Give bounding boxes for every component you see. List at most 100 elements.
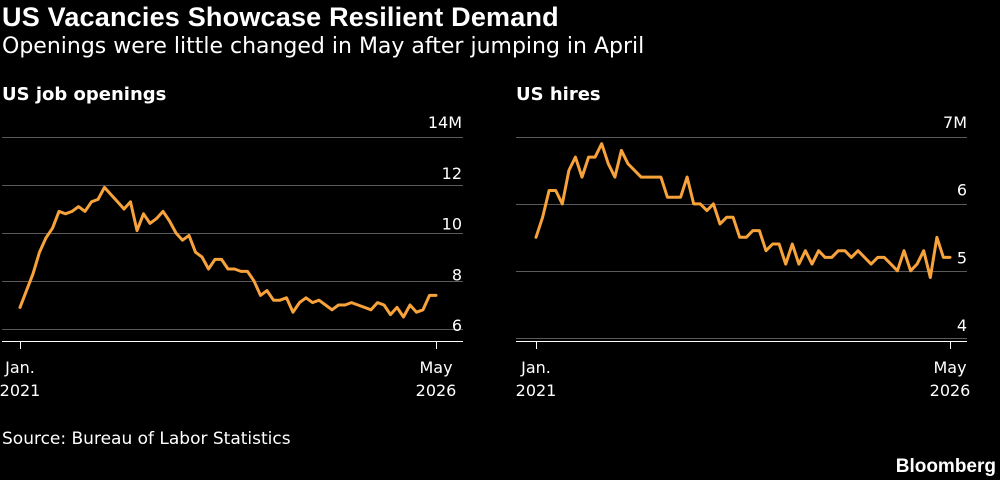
- y-tick-label: 6: [957, 181, 967, 200]
- data-point: [830, 256, 833, 259]
- data-point: [725, 216, 728, 219]
- x-tick-label: 2021: [516, 381, 557, 400]
- data-point: [778, 243, 780, 245]
- data-point: [535, 236, 537, 239]
- data-point: [162, 210, 164, 213]
- x-tick-label: May: [933, 358, 966, 377]
- data-point: [916, 263, 918, 265]
- data-point: [318, 299, 320, 302]
- data-point: [188, 234, 190, 237]
- data-point: [285, 297, 288, 299]
- data-point: [620, 149, 623, 152]
- bloomberg-logo: Bloomberg: [895, 456, 996, 477]
- data-point: [389, 313, 392, 316]
- data-point: [752, 229, 754, 232]
- data-point: [633, 169, 636, 172]
- data-point: [357, 304, 359, 306]
- data-point: [765, 249, 767, 252]
- data-point: [890, 263, 892, 265]
- data-point: [64, 213, 67, 215]
- data-point: [350, 301, 353, 304]
- data-point: [311, 301, 314, 304]
- data-point: [32, 273, 34, 275]
- data-point: [292, 311, 294, 314]
- x-tick-label: May: [419, 358, 452, 377]
- data-point: [798, 263, 800, 265]
- series-line: [18, 185, 438, 319]
- data-point: [719, 223, 721, 225]
- data-point: [692, 203, 695, 205]
- data-point: [305, 297, 307, 299]
- data-point: [272, 299, 275, 302]
- data-point: [653, 176, 656, 178]
- data-point: [600, 142, 603, 145]
- data-point: [149, 222, 151, 225]
- data-point: [903, 249, 905, 252]
- data-point: [771, 243, 774, 245]
- data-point: [824, 256, 826, 259]
- data-point: [922, 249, 925, 252]
- x-tick-label: 2026: [416, 381, 457, 400]
- data-point: [214, 258, 216, 261]
- data-point: [175, 232, 177, 234]
- data-point: [811, 263, 813, 265]
- data-point: [758, 229, 761, 232]
- data-point: [77, 205, 80, 208]
- x-tick-label: Jan.: [4, 358, 35, 377]
- data-point: [679, 196, 682, 198]
- data-point: [240, 270, 242, 273]
- data-point: [51, 227, 54, 229]
- data-point: [587, 156, 590, 158]
- data-point: [646, 176, 649, 178]
- data-point: [804, 249, 807, 252]
- data-point: [71, 210, 73, 213]
- data-point: [129, 201, 132, 203]
- data-point: [142, 213, 145, 215]
- panel-title-job-openings: US job openings: [2, 84, 167, 105]
- data-point: [627, 163, 629, 165]
- data-point: [90, 201, 93, 203]
- data-point: [568, 169, 570, 172]
- data-point: [45, 237, 47, 239]
- data-point: [817, 249, 820, 252]
- data-point: [581, 176, 583, 178]
- data-point: [850, 256, 853, 259]
- data-point: [58, 210, 60, 213]
- y-tick-label: 10: [442, 215, 462, 234]
- panel-title-hires: US hires: [516, 84, 601, 105]
- data-point: [168, 220, 171, 222]
- data-point: [929, 276, 932, 279]
- chart-title: US Vacancies Showcase Resilient Demand: [2, 2, 559, 32]
- data-point: [246, 270, 249, 273]
- y-tick-label: 6: [452, 316, 462, 335]
- data-point: [942, 256, 945, 259]
- data-point: [686, 176, 688, 178]
- data-point: [666, 196, 669, 198]
- source-note: Source: Bureau of Labor Statistics: [2, 429, 291, 449]
- data-point: [857, 249, 859, 252]
- data-point: [435, 294, 437, 297]
- data-point: [554, 189, 557, 192]
- data-point: [363, 306, 366, 309]
- data-point: [640, 176, 642, 178]
- data-point: [876, 256, 879, 259]
- data-point: [201, 256, 203, 258]
- data-point: [738, 236, 741, 239]
- data-point: [220, 258, 223, 261]
- data-point: [370, 309, 372, 311]
- chart-subtitle: Openings were little changed in May afte…: [2, 34, 645, 59]
- data-point: [181, 239, 184, 241]
- data-point: [136, 229, 138, 232]
- data-point: [791, 243, 794, 245]
- data-point: [863, 256, 866, 259]
- data-point: [607, 163, 610, 165]
- data-point: [428, 294, 431, 297]
- data-point: [699, 203, 702, 205]
- data-point: [949, 256, 951, 259]
- data-point: [594, 156, 596, 158]
- data-point: [706, 209, 708, 212]
- y-tick-label: 5: [957, 248, 967, 267]
- data-point: [409, 304, 411, 306]
- data-point: [84, 210, 86, 213]
- data-point: [298, 301, 301, 304]
